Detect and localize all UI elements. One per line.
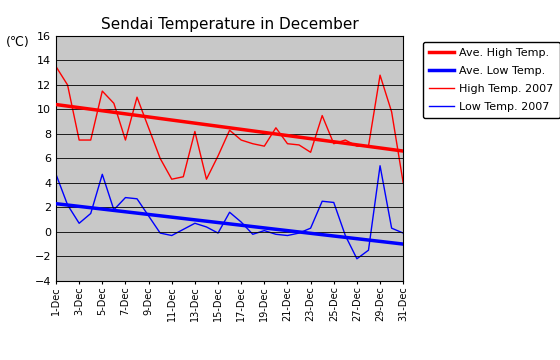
Legend: Ave. High Temp., Ave. Low Temp., High Temp. 2007, Low Temp. 2007: Ave. High Temp., Ave. Low Temp., High Te… [423, 41, 560, 118]
Text: (℃): (℃) [6, 36, 29, 49]
Title: Sendai Temperature in December: Sendai Temperature in December [101, 17, 358, 32]
